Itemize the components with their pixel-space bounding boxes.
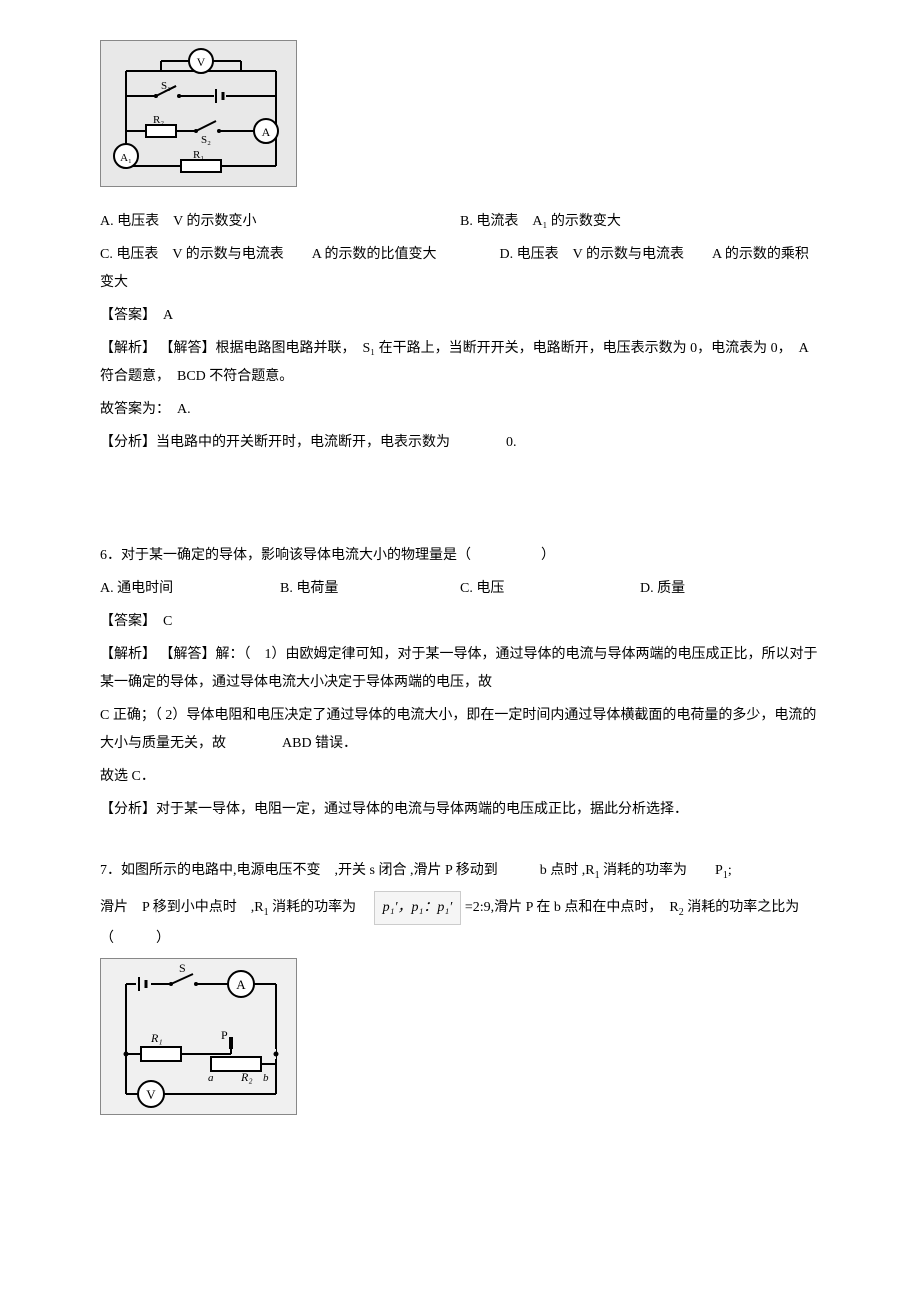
q5-circuit-diagram: V S₁ R₂ S₂ A A₁	[100, 40, 297, 187]
svg-text:A₁: A₁	[120, 152, 132, 164]
q6-analysis: 【分析】对于某一导体，电阻一定，通过导体的电流与导体两端的电压成正比，据此分析选…	[100, 796, 820, 824]
q7-formula: p₁′，p₁：p₁′	[374, 891, 462, 925]
q7-stem-line1: 7．如图所示的电路中,电源电压不变 ,开关 s 闭合 ,滑片 P 移动到 b 点…	[100, 857, 820, 886]
q6-option-c: C. 电压	[460, 575, 640, 603]
q6-option-a: A. 通电时间	[100, 575, 280, 603]
svg-text:R₂: R₂	[240, 1070, 253, 1084]
q5-answer: 【答案】 A	[100, 302, 820, 330]
section-gap	[100, 462, 820, 542]
q5-option-a: A. 电压表 V 的示数变小	[100, 208, 460, 236]
q6-answer: 【答案】 C	[100, 608, 820, 636]
q5-options-row2: C. 电压表 V 的示数与电流表 A 的示数的比值变大 D. 电压表 V 的示数…	[100, 241, 820, 297]
svg-text:S₂: S₂	[201, 134, 211, 146]
q5-option-c: C. 电压表 V 的示数与电流表 A 的示数的比值变大	[100, 247, 437, 262]
q5-options-row1: A. 电压表 V 的示数变小 B. 电流表 A₁ 的示数变大	[100, 208, 820, 236]
q6-option-d: D. 质量	[640, 575, 820, 603]
q6-options: A. 通电时间 B. 电荷量 C. 电压 D. 质量	[100, 575, 820, 603]
q6-stem: 6．对于某一确定的导体，影响该导体电流大小的物理量是（ ）	[100, 542, 820, 570]
svg-text:a: a	[208, 1072, 214, 1084]
svg-text:A: A	[262, 125, 271, 139]
q5-option-b: B. 电流表 A₁ 的示数变大	[460, 208, 820, 236]
svg-text:S: S	[179, 961, 186, 975]
q7-stem-line2: 滑片 P 移到小中点时 ,R1 消耗的功率为 p₁′，p₁：p₁′ =2:9,滑…	[100, 891, 820, 953]
svg-text:V: V	[146, 1087, 156, 1102]
q6-option-b: B. 电荷量	[280, 575, 460, 603]
q6-explain2: C 正确；（ 2）导体电阻和电压决定了通过导体的电流大小，即在一定时间内通过导体…	[100, 702, 820, 758]
svg-text:R₂: R₂	[153, 114, 164, 126]
q5-explain: 【解析】 【解答】根据电路图电路并联， S₁ 在干路上，当断开开关，电路断开，电…	[100, 335, 820, 391]
svg-text:R₁: R₁	[193, 149, 204, 161]
q5-analysis: 【分析】当电路中的开关断开时，电流断开，电表示数为 0.	[100, 429, 820, 457]
q6-explain1: 【解析】 【解答】解：（ 1）由欧姆定律可知，对于某一导体，通过导体的电流与导体…	[100, 641, 820, 697]
q5-conclusion: 故答案为： A.	[100, 396, 820, 424]
svg-text:V: V	[197, 55, 206, 69]
svg-text:b: b	[263, 1072, 269, 1084]
svg-text:A: A	[236, 977, 246, 992]
svg-text:R₁: R₁	[150, 1031, 163, 1045]
svg-text:S₁: S₁	[161, 80, 171, 92]
svg-text:P: P	[221, 1028, 228, 1042]
q7-circuit-diagram: S A R₁ R₂ a b P V	[100, 958, 297, 1115]
q6-conclusion: 故选 C．	[100, 763, 820, 791]
